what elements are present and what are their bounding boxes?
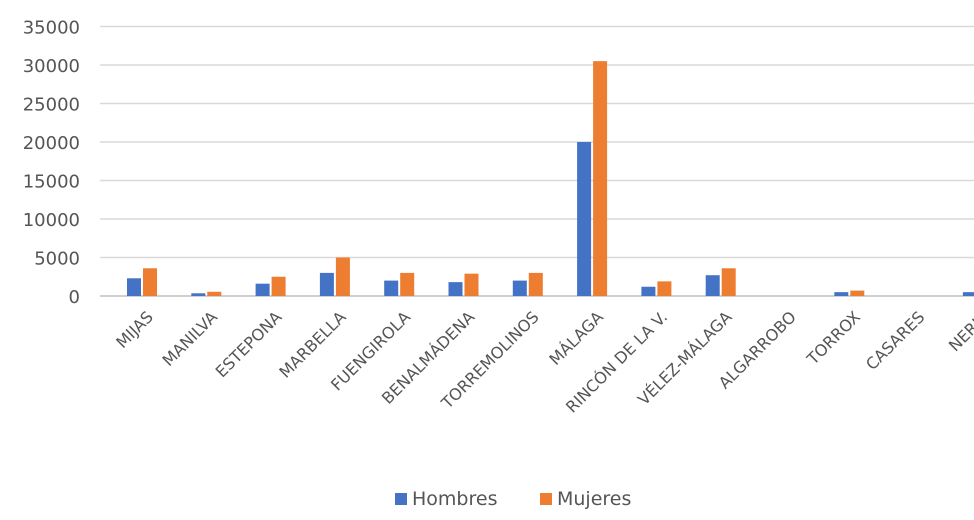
y-tick-label: 10000 bbox=[23, 210, 80, 231]
bar-mujeres bbox=[721, 268, 736, 296]
bar-hombres bbox=[448, 282, 463, 296]
y-tick-label: 15000 bbox=[23, 172, 80, 193]
y-tick-label: 35000 bbox=[23, 18, 80, 39]
y-tick-label: 20000 bbox=[23, 133, 80, 154]
bars bbox=[127, 61, 974, 297]
x-tick-label: CASARES bbox=[862, 307, 928, 373]
y-axis: 0 5000 10000 15000 20000 25000 30000 35000 bbox=[23, 18, 80, 309]
bar-hombres bbox=[255, 283, 270, 296]
x-tick-label: MANILVA bbox=[159, 307, 222, 370]
bar-hombres bbox=[512, 280, 527, 296]
bar-mujeres bbox=[528, 272, 543, 296]
bar-hombres bbox=[384, 280, 399, 296]
bar-mujeres bbox=[400, 272, 415, 296]
bar-hombres bbox=[577, 142, 592, 296]
legend-swatch-hombres bbox=[395, 493, 407, 505]
bar-hombres bbox=[127, 278, 141, 296]
bar-mujeres bbox=[335, 257, 350, 296]
bar-mujeres bbox=[464, 273, 479, 296]
bar-mujeres bbox=[207, 291, 222, 296]
x-axis: MIJAS MANILVAESTEPONAMARBELLAFUENGIROLABE… bbox=[112, 307, 974, 416]
legend-label-mujeres: Mujeres bbox=[557, 488, 631, 510]
bar-mujeres bbox=[271, 276, 286, 296]
bar-hombres bbox=[319, 272, 334, 296]
x-tick-label: NERJA bbox=[945, 307, 974, 355]
bar-mujeres bbox=[657, 281, 672, 296]
bar-hombres bbox=[705, 275, 720, 296]
gridlines bbox=[100, 25, 974, 297]
x-tick-label: TORROX bbox=[803, 307, 865, 369]
x-tick-label: ESTEPONA bbox=[212, 307, 286, 381]
x-tick-label: MIJAS bbox=[112, 307, 157, 352]
bar-hombres bbox=[641, 286, 656, 296]
bar-hombres bbox=[191, 293, 206, 296]
x-tick-label: MÁLAGA bbox=[545, 307, 607, 369]
legend: Hombres Mujeres bbox=[395, 488, 631, 510]
legend-swatch-mujeres bbox=[540, 493, 552, 505]
bar-mujeres bbox=[593, 61, 608, 297]
bar-hombres bbox=[962, 292, 974, 296]
bar-mujeres bbox=[850, 290, 865, 296]
bar-mujeres bbox=[143, 268, 157, 296]
y-tick-label: 25000 bbox=[23, 95, 80, 116]
y-tick-label: 0 bbox=[69, 287, 80, 308]
legend-label-hombres: Hombres bbox=[412, 488, 497, 510]
y-tick-label: 30000 bbox=[23, 56, 80, 77]
bar-hombres bbox=[834, 292, 849, 296]
y-tick-label: 5000 bbox=[34, 249, 80, 270]
